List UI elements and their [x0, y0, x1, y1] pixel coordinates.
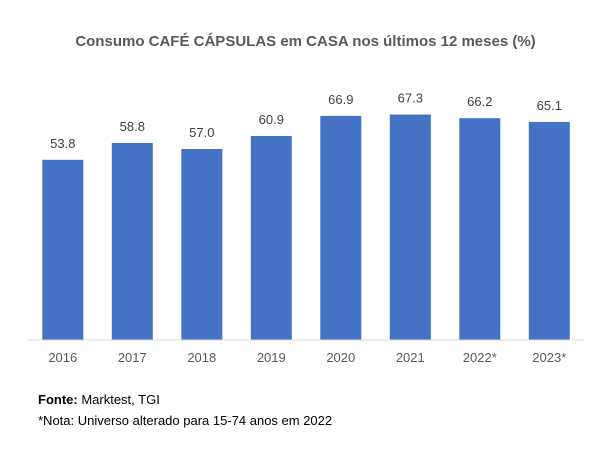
x-tick-label-2020: 2020 [326, 350, 355, 365]
x-tick-label-2016: 2016 [48, 350, 77, 365]
source-label: Fonte: [38, 392, 78, 407]
source-text: Marktest, TGI [77, 392, 160, 407]
bar-2019 [250, 136, 292, 340]
value-label-2018: 57.0 [189, 125, 214, 140]
source-line: Fonte: Marktest, TGI [38, 392, 160, 407]
bar-2022 [459, 118, 501, 340]
bar-2018 [181, 149, 223, 340]
bar-2023 [528, 121, 570, 341]
bars-group [42, 114, 570, 341]
bar-2021 [389, 114, 431, 340]
value-label-2023: 65.1 [537, 98, 562, 113]
value-label-2017: 58.8 [120, 119, 145, 134]
footnote: *Nota: Universo alterado para 15-74 anos… [38, 413, 333, 428]
x-tick-label-2019: 2019 [257, 350, 286, 365]
chart-title: Consumo CAFÉ CÁPSULAS em CASA nos último… [75, 33, 536, 50]
value-label-2022: 66.2 [467, 94, 492, 109]
value-labels-group: 53.8 58.8 57.0 60.9 66.9 67.3 66.2 65.1 [50, 91, 562, 151]
value-label-2020: 66.9 [328, 92, 353, 107]
x-tick-labels: 2016 2017 2018 2019 2020 2021 2022* 2023* [48, 350, 566, 365]
x-tick-label-2018: 2018 [187, 350, 216, 365]
x-tick-label-2022: 2022* [463, 350, 497, 365]
value-label-2019: 60.9 [259, 112, 284, 127]
x-tick-label-2023: 2023* [532, 350, 566, 365]
x-tick-label-2021: 2021 [396, 350, 425, 365]
bar-2016 [42, 159, 84, 340]
value-label-2021: 67.3 [398, 91, 423, 106]
value-label-2016: 53.8 [50, 136, 75, 151]
bar-2017 [111, 143, 153, 340]
x-tick-label-2017: 2017 [118, 350, 147, 365]
bar-2020 [320, 115, 362, 341]
